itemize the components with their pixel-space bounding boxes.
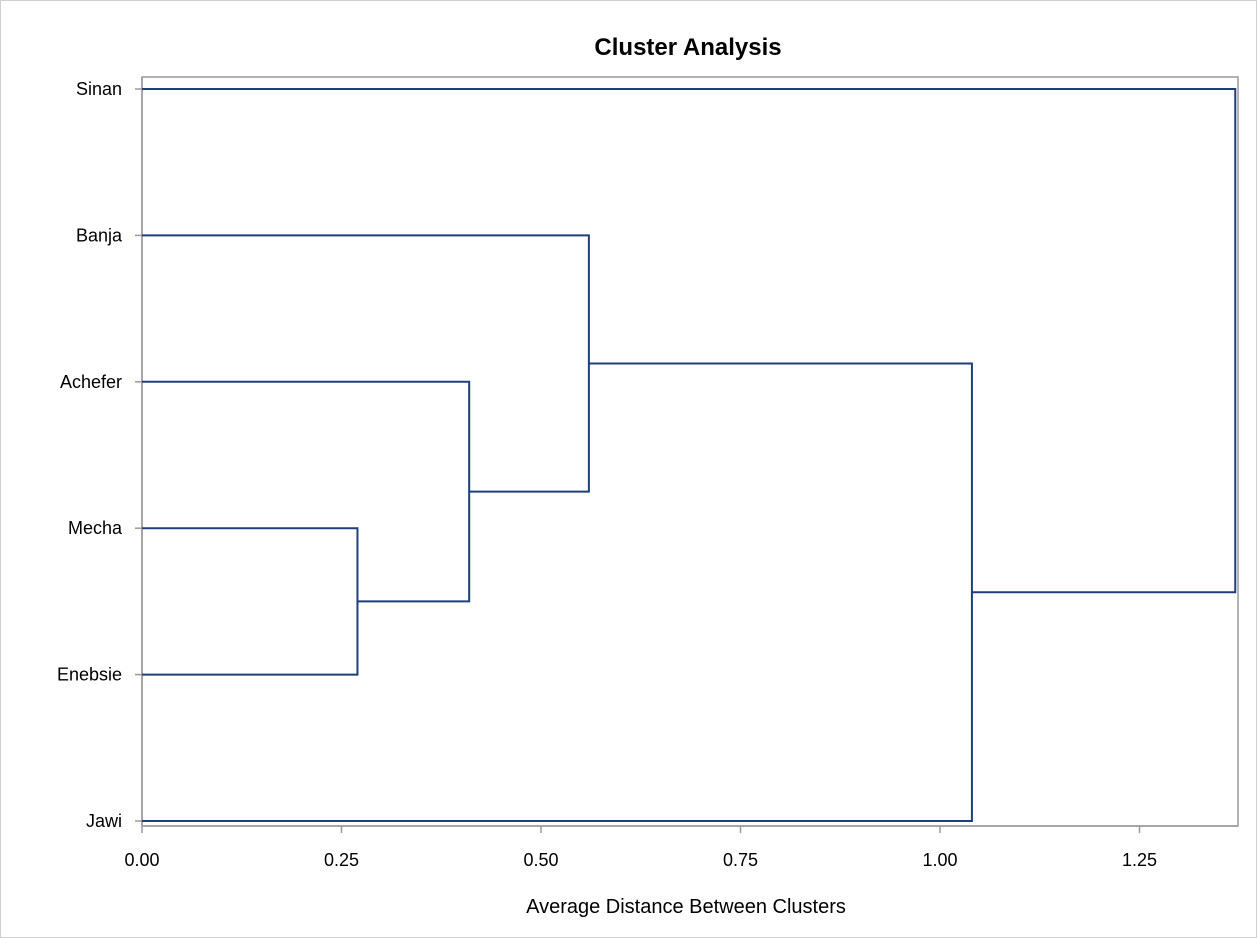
x-tick-label-4: 1.00: [922, 850, 957, 870]
chart-title: Cluster Analysis: [594, 34, 781, 61]
x-tick-label-5: 1.25: [1122, 850, 1157, 870]
x-tick-label-2: 0.50: [523, 850, 558, 870]
x-tick-label-3: 0.75: [723, 850, 758, 870]
y-axis-ticks: Sinan Banja Achefer Mecha Enebsie Jawi: [57, 79, 142, 831]
x-axis-ticks: 0.00 0.25 0.50 0.75 1.00 1.25: [124, 826, 1157, 870]
y-tick-label-mecha: Mecha: [68, 518, 123, 538]
y-tick-label-enebsie: Enebsie: [57, 665, 122, 685]
y-tick-label-achefer: Achefer: [60, 372, 122, 392]
x-tick-label-1: 0.25: [324, 850, 359, 870]
x-axis-label: Average Distance Between Clusters: [526, 896, 846, 918]
y-tick-label-banja: Banja: [76, 225, 123, 245]
x-tick-label-0: 0.00: [124, 850, 159, 870]
dendrogram-link-5: [142, 88, 1237, 594]
dendrogram-links: [142, 88, 1237, 822]
y-tick-label-sinan: Sinan: [76, 79, 122, 99]
y-tick-label-jawi: Jawi: [86, 811, 122, 831]
